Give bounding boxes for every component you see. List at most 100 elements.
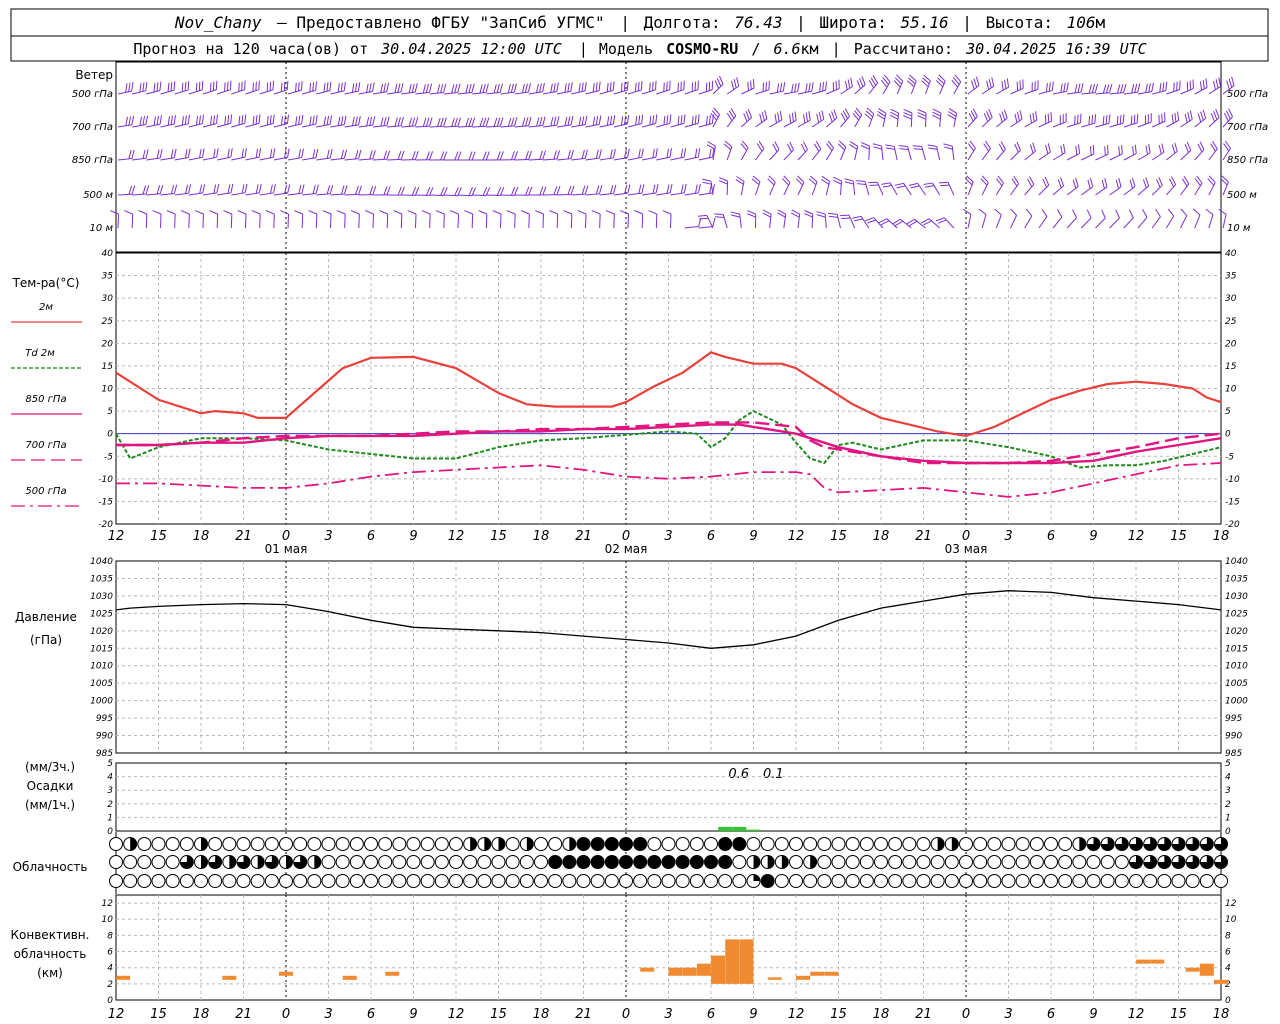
wind-barb-feather xyxy=(906,218,915,225)
wind-barb xyxy=(557,193,572,196)
wind-barb-feather xyxy=(666,148,669,158)
cloud-fill xyxy=(1087,837,1100,851)
x-tick-label: 3 xyxy=(664,1007,672,1022)
wind-barb xyxy=(684,156,699,161)
wind-barb xyxy=(542,158,557,161)
cloud-cover-icon xyxy=(1086,855,1101,869)
wind-barb xyxy=(642,192,657,196)
wind-barb xyxy=(910,112,913,128)
wind-barb xyxy=(840,86,853,95)
wind-barb xyxy=(429,125,444,128)
cloud-circle xyxy=(959,855,973,869)
wind-barb-feather xyxy=(581,116,585,126)
wind-barb-feather xyxy=(326,82,329,92)
wind-barb-feather xyxy=(953,77,960,85)
wind-barb xyxy=(1137,121,1152,128)
cloud-fill xyxy=(1079,837,1086,851)
y-tick-label-right: 1025 xyxy=(1225,609,1248,619)
pressure-unit-label: (гПа) xyxy=(30,633,62,647)
wind-barb xyxy=(967,147,976,161)
wind-barb xyxy=(740,117,752,128)
wind-barb-feather xyxy=(764,110,768,120)
cloud-fill xyxy=(718,837,732,851)
y-tick-label-left: 20 xyxy=(102,339,114,349)
wind-barb-feather xyxy=(224,115,227,126)
wind-barb-feather xyxy=(1187,112,1191,122)
wind-barb xyxy=(824,214,827,229)
wind-barb xyxy=(755,118,768,128)
cloud-cover-icon xyxy=(392,874,407,888)
cloud-cover-icon xyxy=(208,874,223,888)
cloud-fill xyxy=(229,855,236,869)
wind-barb-feather xyxy=(369,186,374,195)
wind-barb-feather xyxy=(714,80,720,89)
cloud-circle xyxy=(1044,874,1058,888)
wind-barb xyxy=(981,182,989,196)
wind-barb-feather xyxy=(856,183,866,185)
cloud-circle xyxy=(831,855,846,869)
wind-barb-feather xyxy=(856,180,866,182)
wind-barb xyxy=(995,214,1002,229)
wind-barb-feather xyxy=(774,114,777,124)
wind-barb-feather xyxy=(868,79,875,89)
cloud-cover-icon xyxy=(1171,837,1186,851)
wind-barb xyxy=(160,157,175,161)
wind-barb-feather xyxy=(837,143,845,151)
y-tick-label-right: 4 xyxy=(1225,773,1231,783)
wind-frame xyxy=(115,61,1222,253)
wind-barb-feather xyxy=(357,82,361,92)
cloud-cover-icon xyxy=(449,874,463,888)
wind-barb-feather xyxy=(369,116,373,126)
wind-barb-feather xyxy=(1077,83,1081,93)
wind-barb xyxy=(944,217,955,229)
wind-barb-feather xyxy=(852,215,862,219)
wind-barb-feather xyxy=(1218,208,1227,215)
cloud-cover-icon xyxy=(803,874,818,888)
cloud-fill xyxy=(647,855,661,869)
wind-barb-feather xyxy=(167,116,170,126)
cloud-circle xyxy=(959,837,973,851)
cloud-cover-icon xyxy=(250,874,265,888)
cloud-cover-icon xyxy=(208,855,223,869)
wind-barb-feather xyxy=(471,83,475,93)
cloud-cover-icon xyxy=(406,855,421,869)
wind-barb-feather xyxy=(747,81,749,91)
wind-barb-feather xyxy=(386,186,391,196)
wind-barb xyxy=(840,181,843,196)
wind-barb-feather xyxy=(528,116,532,126)
wind-barb xyxy=(996,86,1009,95)
precip-panel-label: Осадки xyxy=(27,779,74,793)
y-tick-label-left: 5 xyxy=(107,407,113,417)
wind-barb-feather xyxy=(499,151,504,161)
wind-barb-feather xyxy=(896,74,904,82)
wind-barb xyxy=(217,156,231,161)
cloud-cover-icon xyxy=(576,855,591,869)
wind-barb-feather xyxy=(1129,179,1134,189)
wind-barb xyxy=(1109,153,1123,161)
wind-barb-feather xyxy=(1047,143,1051,153)
x-tick-label: 9 xyxy=(409,1007,417,1022)
cloud-cover-icon xyxy=(916,855,931,869)
cloud-cover-icon xyxy=(987,874,1002,888)
wind-barb-feather xyxy=(312,185,316,194)
y-tick-label-left: 1025 xyxy=(90,609,113,619)
wind-barb-feather xyxy=(825,81,827,91)
cloud-circle xyxy=(420,837,435,851)
cloud-cover-icon xyxy=(902,837,917,851)
wind-barb-feather xyxy=(866,107,875,115)
cloud-cover-icon xyxy=(165,837,180,851)
wind-barb xyxy=(1208,182,1216,196)
wind-barb xyxy=(876,181,884,196)
wind-barb-feather xyxy=(1091,115,1094,125)
wind-barb-feather xyxy=(351,116,355,126)
wind-barb-feather xyxy=(1207,178,1215,186)
conv-bar xyxy=(385,971,400,976)
cloud-cover-icon xyxy=(1129,837,1143,851)
wind-barb-feather xyxy=(1075,177,1079,187)
cloud-cover-icon xyxy=(1029,855,1044,869)
wind-barb-feather xyxy=(173,184,178,194)
wind-barb-feather xyxy=(194,210,204,215)
wind-barb-feather xyxy=(613,184,617,194)
cloud-circle xyxy=(1086,855,1101,869)
wind-barb-feather xyxy=(185,184,189,194)
